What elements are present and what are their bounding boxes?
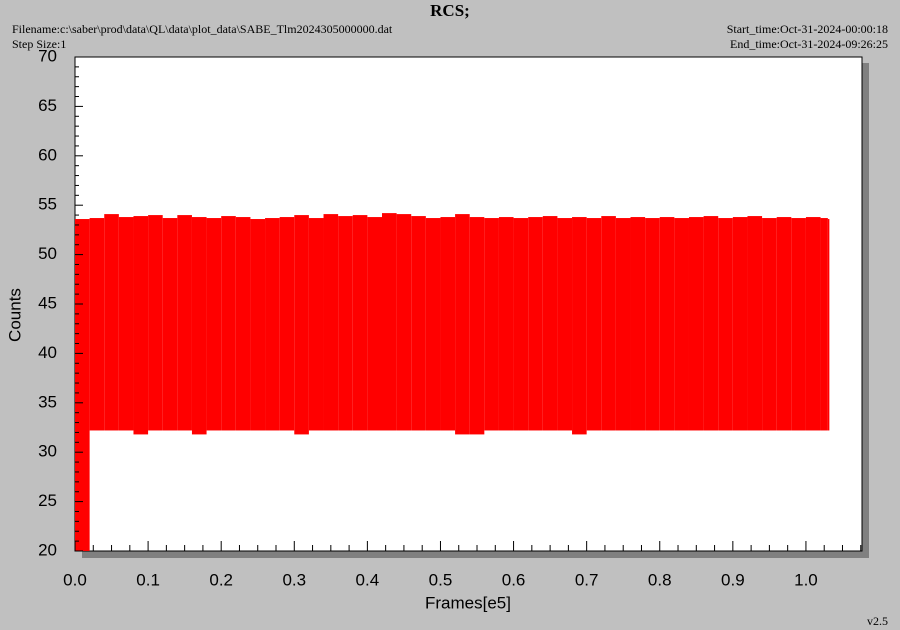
signal-band	[338, 216, 353, 431]
y-tick-label: 55	[38, 195, 57, 214]
signal-band	[352, 215, 368, 431]
signal-band	[498, 217, 514, 431]
signal-band	[308, 218, 324, 431]
signal-band	[206, 218, 222, 431]
signal-band	[425, 218, 441, 431]
y-tick-label: 70	[38, 46, 57, 65]
signal-band	[294, 215, 309, 435]
x-tick-label: 0.3	[282, 570, 306, 589]
signal-band	[732, 217, 748, 431]
x-tick-label: 0.2	[209, 570, 233, 589]
signal-band	[177, 215, 192, 431]
signal-band	[601, 216, 616, 431]
x-tick-label: 0.1	[136, 570, 160, 589]
y-tick-label: 25	[38, 491, 57, 510]
signal-band	[381, 213, 397, 431]
signal-band	[776, 217, 792, 431]
signal-band	[513, 218, 529, 431]
signal-band	[396, 214, 412, 431]
signal-band	[615, 218, 631, 431]
x-tick-label: 0.9	[721, 570, 745, 589]
x-axis-label: Frames[e5]	[425, 593, 511, 612]
signal-band	[645, 218, 660, 431]
signal-band	[762, 218, 777, 431]
y-tick-label: 50	[38, 244, 57, 263]
signal-band	[104, 214, 119, 431]
signal-band	[557, 218, 573, 431]
signal-band	[469, 217, 485, 435]
x-tick-label: 0.4	[356, 570, 380, 589]
y-axis-label: Counts	[5, 288, 24, 342]
signal-band	[323, 214, 339, 431]
signal-band	[586, 218, 602, 431]
signal-band	[827, 219, 830, 431]
y-tick-label: 45	[38, 293, 57, 312]
signal-band	[89, 218, 105, 431]
signal-band	[133, 216, 149, 435]
signal-band	[572, 217, 587, 435]
x-tick-label: 1.0	[794, 570, 818, 589]
y-tick-label: 30	[38, 442, 57, 461]
y-tick-label: 40	[38, 343, 57, 362]
chart-title: RCS;	[430, 1, 470, 20]
signal-band	[747, 216, 763, 431]
signal-band	[411, 216, 426, 431]
y-tick-label: 60	[38, 145, 57, 164]
signal-band	[221, 216, 236, 431]
signal-band	[674, 218, 689, 431]
y-tick-label: 65	[38, 96, 57, 115]
y-tick-label: 20	[38, 540, 57, 559]
signal-band	[235, 217, 251, 431]
start-time: Start_time:Oct-31-2024-00:00:18	[727, 22, 888, 36]
x-tick-label: 0.5	[429, 570, 453, 589]
y-tick-label: 35	[38, 392, 57, 411]
signal-band	[75, 219, 90, 552]
signal-band	[542, 216, 558, 431]
signal-band	[367, 217, 382, 431]
signal-band	[162, 218, 178, 431]
end-time: End_time:Oct-31-2024-09:26:25	[730, 37, 888, 51]
signal-band	[191, 217, 207, 435]
signal-band	[279, 217, 295, 431]
x-tick-label: 0.8	[648, 570, 672, 589]
step-size: Step Size:1	[12, 37, 66, 51]
signal-band	[718, 218, 733, 431]
x-tick-label: 0.6	[502, 570, 526, 589]
signal-band	[265, 218, 280, 431]
signal-band	[440, 217, 456, 431]
signal-band	[528, 217, 543, 431]
x-tick-label: 0.0	[63, 570, 87, 589]
signal-band	[250, 219, 266, 431]
signal-band	[703, 216, 719, 431]
signal-band	[791, 218, 806, 431]
version: v2.5	[867, 614, 888, 628]
x-tick-label: 0.7	[575, 570, 599, 589]
signal-band	[484, 218, 499, 431]
signal-band	[805, 217, 821, 431]
signal-band	[688, 217, 704, 431]
signal-band	[148, 215, 163, 431]
filename: Filename:c:\saber\prod\data\QL\data\plot…	[12, 22, 393, 36]
signal-band	[630, 217, 646, 431]
signal-band	[820, 218, 828, 431]
signal-band	[118, 217, 134, 431]
signal-band	[455, 214, 470, 435]
signal-band	[659, 217, 675, 431]
